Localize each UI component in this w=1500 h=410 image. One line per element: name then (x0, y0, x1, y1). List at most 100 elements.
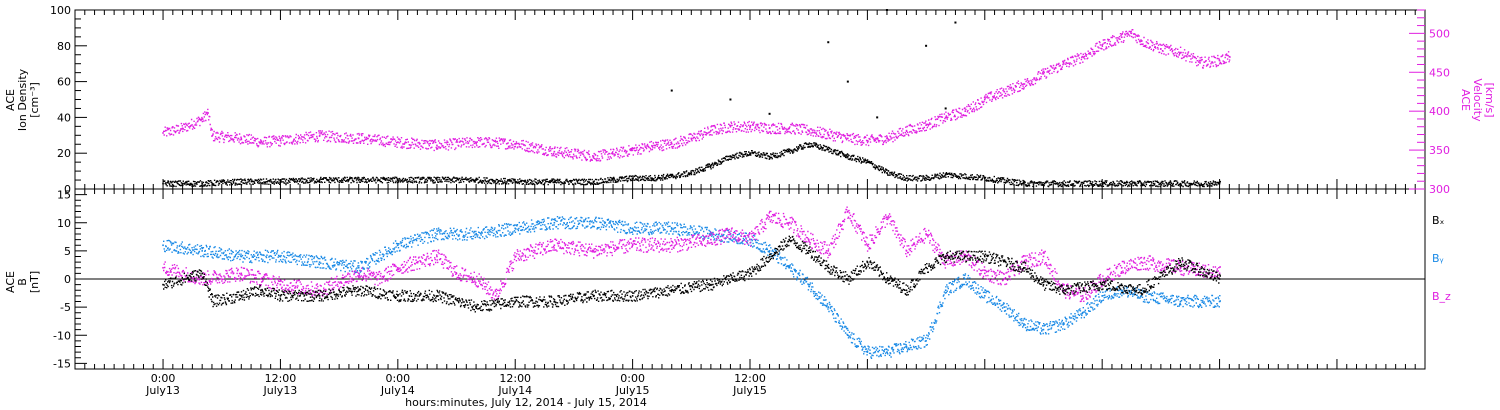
density-outlier (885, 9, 888, 11)
density-outlier (670, 89, 673, 92)
velocity-series-point (847, 137, 849, 140)
bx-series-point (436, 295, 438, 297)
velocity-series-point (1101, 44, 1103, 46)
velocity-series-point (1179, 52, 1182, 54)
bx-series-point (240, 295, 243, 297)
bz-series-point (514, 255, 517, 258)
velocity-series-point (279, 139, 282, 142)
bx-series-point (1140, 289, 1143, 292)
bz-series-point (788, 221, 790, 224)
density-series-points (162, 143, 1221, 185)
density-series-point (749, 152, 751, 154)
by-series-point (905, 345, 908, 348)
bx-series-point (475, 306, 477, 308)
bz-series-point (592, 250, 595, 252)
by-series-point (964, 278, 967, 280)
x-tick-label-date: July14 (380, 384, 415, 397)
bx-series-point (162, 283, 164, 286)
top-y-tick-label: 60 (57, 76, 71, 89)
top-y-tick-label: 20 (57, 147, 71, 160)
density-series-point (162, 182, 164, 185)
velocity-series-point (1140, 40, 1143, 42)
density-series-point (807, 143, 810, 146)
density-series-point (944, 173, 947, 176)
velocity-series (163, 29, 1231, 162)
by-series-point (1140, 295, 1143, 297)
top-y-tick-label: 0 (64, 183, 71, 196)
velocity-series-point (729, 125, 732, 128)
velocity-series-point (181, 127, 184, 130)
x-axis-title: hours:minutes, July 12, 2014 - July 15, … (405, 396, 647, 409)
velocity-series-point (1199, 62, 1201, 64)
velocity-series-points (162, 32, 1231, 158)
by-series-point (847, 334, 849, 337)
bz-series-point (1140, 261, 1143, 263)
by-series-point (925, 340, 927, 342)
velocity-series-point (710, 129, 712, 132)
density-series-point (925, 177, 927, 180)
velocity-series-point (1130, 32, 1133, 35)
top-y2-tick-label: 350 (1429, 144, 1450, 157)
by-series-point (1179, 300, 1182, 303)
bz-series-point (749, 238, 751, 241)
by-series-point (807, 283, 810, 286)
by-series-point (670, 227, 673, 230)
by-series-point (1081, 311, 1084, 314)
density-series-point (768, 155, 771, 158)
bx-series-point (553, 300, 556, 303)
velocity-series-point (397, 141, 399, 144)
bz-series-point (983, 272, 986, 275)
density-outlier (925, 44, 928, 47)
bx-series-point (631, 295, 634, 297)
bz-series-point (670, 244, 673, 247)
bz-series-point (475, 278, 477, 280)
by-series-point (886, 351, 888, 353)
density-series-point (553, 181, 556, 183)
bz-series-point (553, 244, 556, 247)
bz-series-point (1003, 278, 1006, 280)
velocity-series-point (206, 111, 208, 114)
bz-series-point (866, 244, 869, 247)
density-outlier (954, 21, 957, 24)
density-series-point (592, 181, 595, 183)
bz-series-point (357, 272, 360, 275)
bz-series-point (847, 210, 849, 213)
bz-series-point (1218, 272, 1221, 275)
density-series-point (690, 172, 693, 174)
by-series-point (944, 289, 947, 292)
bottom-ylabel-line2: B (16, 278, 29, 286)
bz-series-point (494, 295, 497, 297)
bx-series-point (768, 255, 771, 258)
by-series-point (436, 233, 438, 235)
bottom-y-tick-label: -10 (53, 329, 71, 342)
bx-series-point (866, 261, 869, 263)
bx-series-point (944, 255, 947, 258)
bx-series-point (670, 289, 673, 292)
x-tick-label-time: 0:00 (151, 372, 176, 385)
density-series-point (1179, 182, 1182, 185)
bz-series-point (729, 233, 732, 235)
velocity-series-point (260, 141, 262, 144)
top-y-tick-label: 80 (57, 40, 71, 53)
by-series-point (279, 255, 282, 258)
top-y2-tick-label: 450 (1429, 66, 1450, 79)
x-tick-label-time: 12:00 (499, 372, 531, 385)
x-tick-label-date: July15 (615, 384, 650, 397)
velocity-series-point (944, 116, 947, 119)
bz-series-point (807, 238, 810, 241)
bz-series-points (162, 210, 1221, 297)
bottom-y-tick-label: -15 (53, 357, 71, 370)
density-series-point (612, 179, 614, 181)
bz-series-point (827, 250, 830, 252)
bz-series-point (1101, 278, 1103, 280)
density-series-point (631, 177, 634, 180)
x-tick-label-time: 0:00 (620, 372, 645, 385)
bx-series-point (886, 278, 888, 280)
velocity-series-point (553, 150, 556, 153)
bz-series-point (1081, 295, 1084, 297)
bx-series-point (357, 289, 360, 292)
by-series-point (1003, 306, 1006, 308)
top-y2-tick-label: 500 (1429, 27, 1450, 40)
density-series-point (397, 179, 399, 181)
velocity-series-point (475, 141, 477, 144)
